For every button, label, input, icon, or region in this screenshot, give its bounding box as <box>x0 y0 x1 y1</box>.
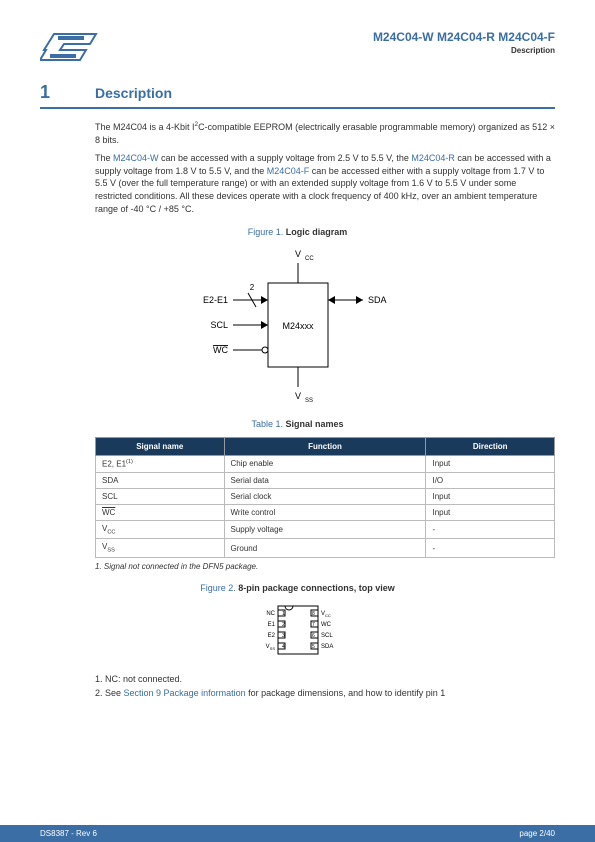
svg-text:E2: E2 <box>267 633 275 639</box>
description-body: The M24C04 is a 4-Kbit I2C-compatible EE… <box>95 121 555 215</box>
svg-text:WC: WC <box>321 622 332 628</box>
figure2-caption: Figure 2. 8-pin package connections, top… <box>40 583 555 593</box>
figure1-caption: Figure 1. Logic diagram <box>40 227 555 237</box>
table-row: SCLSerial clockInput <box>96 488 555 504</box>
svg-text:4: 4 <box>282 644 285 650</box>
svg-text:M24xxx: M24xxx <box>282 321 314 331</box>
table-row: WCWrite controlInput <box>96 504 555 520</box>
svg-text:V: V <box>294 391 300 401</box>
link-section9[interactable]: Section 9 Package information <box>124 688 246 698</box>
svg-text:8: 8 <box>312 611 315 617</box>
svg-text:SDA: SDA <box>368 295 387 305</box>
svg-text:VCC: VCC <box>321 611 331 618</box>
svg-text:NC: NC <box>266 611 275 617</box>
table-row: E2, E1(1)Chip enableInput <box>96 456 555 473</box>
footer-docid: DS8387 - Rev 6 <box>40 829 97 838</box>
svg-text:SS: SS <box>305 398 313 404</box>
table1-caption: Table 1. Signal names <box>40 419 555 429</box>
svg-text:E1: E1 <box>267 622 275 628</box>
link-m24c04-f[interactable]: M24C04-F <box>267 166 310 176</box>
svg-text:WC: WC <box>213 345 228 355</box>
st-logo <box>40 30 100 62</box>
svg-text:6: 6 <box>312 633 315 639</box>
svg-text:VSS: VSS <box>265 644 275 651</box>
paragraph-2: The M24C04-W can be accessed with a supp… <box>95 152 555 215</box>
section-heading: 1 Description <box>40 82 555 109</box>
logic-diagram: V CC M24xxx V SS 2 E2-E1 SCL WC <box>40 245 555 407</box>
svg-text:5: 5 <box>312 644 315 650</box>
doc-subtitle: Description <box>373 46 555 55</box>
page-footer: DS8387 - Rev 6 page 2/40 <box>0 825 595 842</box>
th-signal-name: Signal name <box>96 438 225 456</box>
svg-text:SDA: SDA <box>321 644 333 650</box>
table-row: SDASerial dataI/O <box>96 472 555 488</box>
page-header: M24C04-W M24C04-R M24C04-F Description <box>40 30 555 62</box>
package-diagram: 1 8 NC VCC 2 7 E1 WC 3 6 E2 SCL 4 5 VSS SDA <box>40 601 555 661</box>
note-1: 1. NC: not connected. <box>95 673 555 687</box>
link-m24c04-r[interactable]: M24C04-R <box>411 153 455 163</box>
table-row: VCCSupply voltage- <box>96 520 555 539</box>
paragraph-1: The M24C04 is a 4-Kbit I2C-compatible EE… <box>95 121 555 146</box>
link-m24c04-w[interactable]: M24C04-W <box>113 153 159 163</box>
svg-text:SCL: SCL <box>210 320 228 330</box>
svg-text:1: 1 <box>282 611 285 617</box>
th-direction: Direction <box>426 438 555 456</box>
signal-names-table: Signal name Function Direction E2, E1(1)… <box>95 437 555 558</box>
table-row: VSSGround- <box>96 539 555 558</box>
th-function: Function <box>224 438 426 456</box>
note-2: 2. See Section 9 Package information for… <box>95 687 555 701</box>
svg-text:3: 3 <box>282 633 285 639</box>
svg-text:2: 2 <box>249 283 254 292</box>
svg-text:V: V <box>294 249 300 259</box>
svg-text:CC: CC <box>305 256 314 262</box>
figure2-notes: 1. NC: not connected. 2. See Section 9 P… <box>95 673 555 700</box>
table1-footnote: 1. Signal not connected in the DFN5 pack… <box>95 562 555 571</box>
footer-page: page 2/40 <box>519 829 555 838</box>
svg-text:2: 2 <box>282 622 285 628</box>
svg-text:SCL: SCL <box>321 633 333 639</box>
svg-text:E2-E1: E2-E1 <box>202 295 227 305</box>
section-number: 1 <box>40 82 95 103</box>
svg-text:7: 7 <box>312 622 315 628</box>
doc-title: M24C04-W M24C04-R M24C04-F <box>373 30 555 44</box>
section-title: Description <box>95 85 172 101</box>
